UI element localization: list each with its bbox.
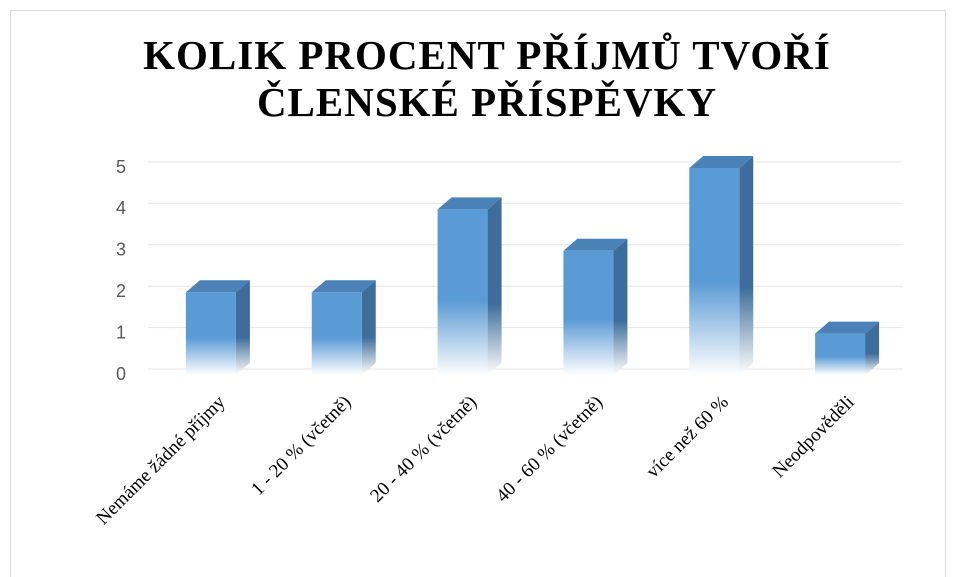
bar-top (563, 238, 628, 251)
y-tick-label: 0 (116, 364, 126, 384)
bar (185, 292, 236, 375)
bar-top (185, 280, 250, 293)
bar-side (865, 321, 880, 375)
chart-title: KOLIK PROCENT PŘÍJMŮ TVOŘÍ ČLENSKÉ PŘÍSP… (143, 32, 831, 125)
bar-top (437, 197, 502, 210)
bar-top (689, 156, 754, 168)
bar-side (487, 197, 502, 375)
y-tick-label: 4 (116, 198, 126, 218)
bar-side (739, 156, 754, 375)
y-tick-label: 2 (116, 281, 126, 301)
bar (563, 250, 614, 375)
bar-side (235, 280, 250, 375)
x-tick-label: Neodpověděli (768, 392, 858, 482)
chart-border (10, 10, 946, 577)
x-tick-label: 40 - 60 % (včetně) (492, 392, 607, 507)
y-tick-label: 3 (116, 240, 126, 260)
bar (815, 333, 866, 375)
bar-side (613, 238, 628, 375)
bar (437, 209, 488, 375)
bar (689, 168, 740, 375)
x-tick-label: 1 - 20 % (včetně) (247, 392, 355, 500)
bar-top (311, 280, 376, 293)
y-tick-label: 1 (116, 322, 126, 342)
x-tick-label: více než 60 % (642, 392, 733, 483)
bar-side (361, 280, 376, 375)
x-tick-label: 20 - 40 % (včetně) (366, 392, 481, 507)
bar-top (815, 321, 880, 334)
x-tick-label: Nemáme žádné příjmy (92, 391, 230, 529)
y-tick-label: 5 (116, 157, 126, 177)
bar (311, 292, 362, 375)
